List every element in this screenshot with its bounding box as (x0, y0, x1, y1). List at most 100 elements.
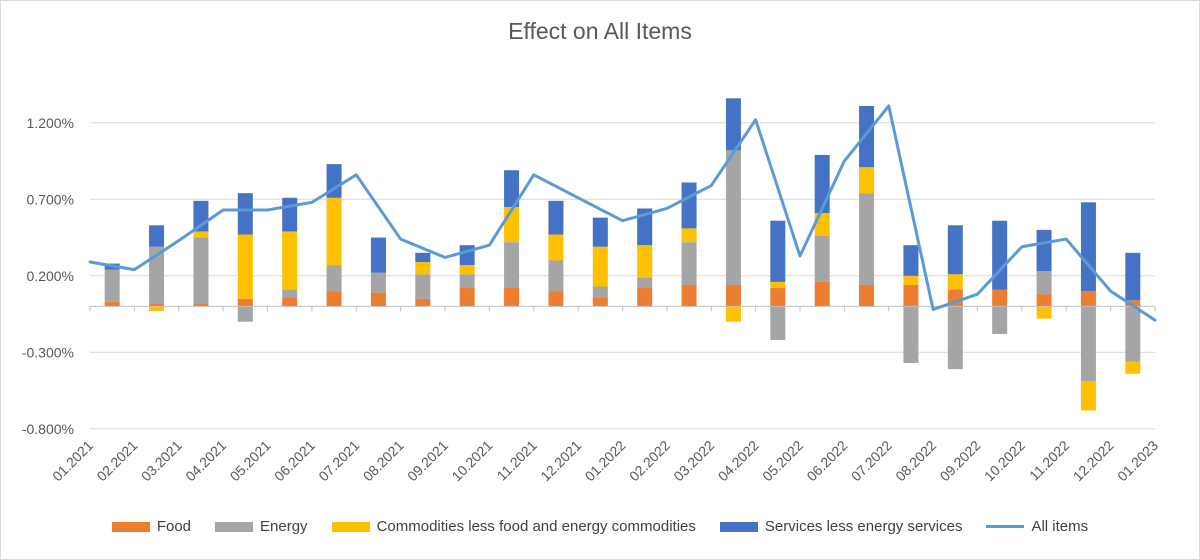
bar-energy-06.2022 (859, 193, 875, 285)
bar-commodities-less-food-and-energy-commodities-08.2022 (947, 274, 963, 290)
bar-food-02.2022 (681, 284, 697, 307)
bar-food-03.2021 (193, 303, 209, 307)
bar-food-03.2022 (725, 284, 741, 307)
bar-energy-10.2021 (504, 242, 520, 289)
legend-item-commodities[interactable]: Commodities less food and energy commodi… (331, 518, 696, 535)
bar-energy-12.2021 (592, 286, 608, 298)
x-tick-label: 10.2022 (981, 437, 1028, 484)
legend-item-all-items[interactable]: All items (986, 518, 1088, 535)
legend: Food Energy Commodities less food and en… (0, 518, 1200, 535)
x-tick-label: 03.2021 (138, 437, 185, 484)
bar-services-less-energy-services-12.2021 (592, 217, 608, 247)
bar-commodities-less-food-and-energy-commodities-11.2021 (548, 234, 564, 261)
legend-swatch-food (111, 521, 150, 532)
bar-services-less-energy-services-08.2022 (947, 225, 963, 275)
chart-title: Effect on All Items (508, 18, 692, 44)
bar-energy-05.2022 (814, 236, 830, 282)
bar-commodities-less-food-and-energy-commodities-05.2021 (282, 231, 298, 290)
bar-commodities-less-food-and-energy-commodities-01.2022 (637, 245, 653, 278)
bar-commodities-less-food-and-energy-commodities-12.2021 (592, 246, 608, 287)
bar-food-09.2022 (992, 289, 1008, 307)
bar-services-less-energy-services-12.2022 (1125, 252, 1141, 301)
y-tick-label: -0.300% (22, 344, 74, 360)
bar-services-less-energy-services-07.2021 (370, 237, 386, 273)
x-tick-label: 12.2022 (1070, 437, 1117, 484)
bar-food-07.2022 (903, 284, 919, 307)
y-tick-label: 0.700% (27, 191, 74, 207)
bar-food-12.2022 (1125, 300, 1141, 307)
x-tick-label: 07.2021 (315, 437, 362, 484)
line-series (88, 104, 1157, 322)
x-tick-label: 05.2022 (759, 437, 806, 484)
bar-food-05.2021 (282, 297, 298, 307)
bar-food-07.2021 (370, 292, 386, 307)
bar-services-less-energy-services-07.2022 (903, 245, 919, 276)
bar-food-11.2021 (548, 291, 564, 307)
legend-item-energy[interactable]: Energy (215, 518, 308, 535)
legend-label-all-items: All items (1031, 518, 1089, 535)
x-tick-label: 09.2022 (937, 437, 984, 484)
y-axis-labels: -0.800% -0.300% 0.200% 0.700% 1.200% (22, 115, 74, 437)
y-tick-label: -0.800% (22, 421, 74, 437)
bar-services-less-energy-services-05.2022 (814, 154, 830, 214)
bar-energy-01.2022 (637, 277, 653, 289)
bar-food-02.2021 (149, 303, 165, 307)
bar-services-less-energy-services-04.2022 (770, 220, 786, 282)
x-tick-label: 01.2022 (582, 437, 629, 484)
bar-food-04.2021 (237, 298, 253, 307)
legend-label-commodities: Commodities less food and energy commodi… (376, 518, 696, 535)
x-tick-label: 06.2022 (803, 437, 850, 484)
bar-food-06.2021 (326, 291, 342, 307)
bar-food-12.2021 (592, 297, 608, 307)
line-all-items (88, 104, 1157, 322)
bar-food-01.2022 (637, 288, 653, 307)
bar-energy-09.2022 (992, 306, 1008, 334)
bar-commodities-less-food-and-energy-commodities-04.2022 (770, 281, 786, 289)
bar-food-05.2022 (814, 281, 830, 307)
bar-services-less-energy-services-08.2021 (415, 252, 431, 263)
bar-energy-08.2022 (947, 306, 963, 370)
bar-services-less-energy-services-10.2022 (1036, 229, 1052, 272)
x-tick-label: 05.2021 (227, 437, 274, 484)
bar-energy-06.2021 (326, 265, 342, 292)
legend-label-energy: Energy (260, 518, 308, 535)
x-tick-label: 04.2022 (715, 437, 762, 484)
x-tick-label: 03.2022 (670, 437, 717, 484)
legend-item-food[interactable]: Food (111, 518, 191, 535)
bar-services-less-energy-services-02.2022 (681, 182, 697, 229)
bar-services-less-energy-services-04.2021 (237, 193, 253, 235)
bar-energy-07.2021 (370, 272, 386, 293)
legend-swatch-commodities (331, 521, 370, 532)
bar-services-less-energy-services-09.2021 (459, 245, 475, 266)
x-tick-label: 01.2021 (49, 437, 96, 484)
bar-commodities-less-food-and-energy-commodities-06.2022 (859, 167, 875, 194)
bar-commodities-less-food-and-energy-commodities-03.2021 (193, 231, 209, 238)
x-axis (89, 305, 1156, 312)
legend-item-services[interactable]: Services less energy services (719, 518, 963, 535)
x-tick-label: 10.2021 (448, 437, 495, 484)
bar-commodities-less-food-and-energy-commodities-08.2021 (415, 262, 431, 275)
y-tick-label: 1.200% (27, 115, 74, 131)
x-tick-label: 02.2022 (626, 437, 673, 484)
x-tick-label: 08.2022 (892, 437, 939, 484)
x-axis-labels: 01.202102.202103.202104.202105.202106.20… (49, 437, 1161, 484)
bar-energy-11.2021 (548, 260, 564, 292)
bar-food-01.2021 (104, 301, 120, 307)
bar-commodities-less-food-and-energy-commodities-02.2021 (149, 306, 165, 311)
legend-label-services: Services less energy services (764, 518, 963, 535)
bar-services-less-energy-services-11.2021 (548, 200, 564, 235)
bar-energy-02.2022 (681, 242, 697, 285)
x-tick-label: 11.2022 (1026, 437, 1073, 484)
legend-swatch-energy (215, 521, 254, 532)
y-tick-label: 0.200% (27, 268, 74, 284)
x-tick-label: 08.2021 (360, 437, 407, 484)
x-tick-label: 04.2021 (182, 437, 229, 484)
bar-food-10.2021 (504, 288, 520, 307)
bar-commodities-less-food-and-energy-commodities-04.2021 (237, 234, 253, 299)
bar-commodities-less-food-and-energy-commodities-10.2022 (1036, 306, 1052, 319)
x-tick-label: 06.2021 (271, 437, 318, 484)
bar-food-11.2022 (1080, 291, 1096, 307)
bars (104, 98, 1141, 411)
bar-commodities-less-food-and-energy-commodities-09.2021 (459, 265, 475, 275)
